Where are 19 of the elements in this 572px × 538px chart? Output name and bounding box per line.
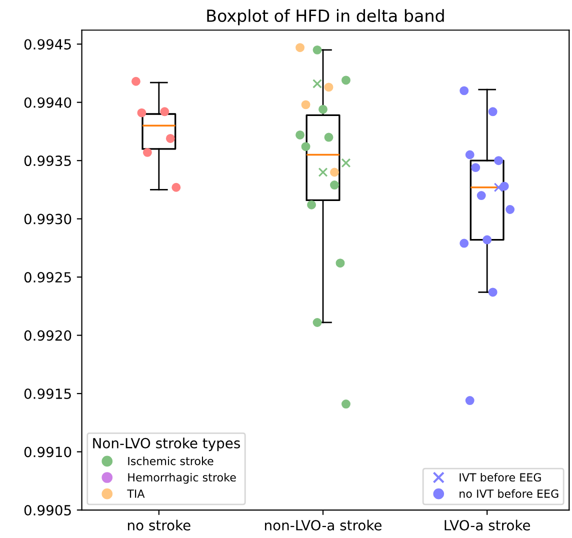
legend-title: Non-LVO stroke types [93, 438, 240, 452]
x-tick-label: LVO-a stroke [444, 520, 530, 530]
legend-label: IVT before EEG [460, 472, 541, 482]
chart-title: Boxplot of HFD in delta band [207, 9, 444, 26]
y-tick-label: 0.9905 [24, 504, 71, 516]
y-tick-label: 0.9925 [24, 272, 71, 283]
y-tick-label: 0.9930 [24, 214, 72, 224]
x-tick-label: no stroke [128, 520, 190, 530]
x-tick-label: non-LVO-a stroke [265, 520, 382, 530]
y-tick-label: 0.9910 [24, 446, 72, 458]
legend-label: Ischemic stroke [128, 456, 214, 466]
legend-label: TIA [127, 490, 145, 498]
legend-label: Hemorrhagic stroke [128, 472, 236, 484]
y-tick-label: 0.9940 [24, 97, 72, 108]
y-tick-label: 0.9915 [24, 388, 71, 400]
y-tick-label: 0.9920 [24, 330, 72, 341]
y-tick-label: 0.9945 [24, 39, 71, 50]
legend-label: no IVT before EEG [460, 489, 558, 498]
y-tick-label: 0.9935 [24, 156, 71, 166]
